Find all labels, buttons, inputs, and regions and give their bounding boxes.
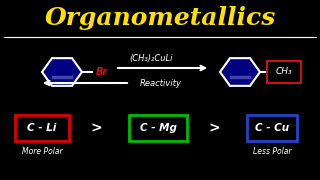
Text: Less Polar: Less Polar [253, 147, 291, 156]
Text: (CH₃)₂CuLi: (CH₃)₂CuLi [129, 53, 173, 62]
Text: >: > [90, 121, 102, 135]
Polygon shape [42, 58, 82, 86]
Text: C - Mg: C - Mg [140, 123, 176, 133]
Polygon shape [220, 58, 260, 86]
FancyBboxPatch shape [247, 115, 297, 141]
Text: Reactivity: Reactivity [140, 78, 182, 87]
FancyBboxPatch shape [15, 115, 69, 141]
Text: Organometallics: Organometallics [44, 6, 276, 30]
FancyBboxPatch shape [267, 61, 301, 83]
Text: CH₃: CH₃ [276, 68, 292, 76]
Text: >: > [208, 121, 220, 135]
Text: C - Cu: C - Cu [255, 123, 289, 133]
Text: C - Li: C - Li [28, 123, 57, 133]
Text: Br: Br [96, 67, 108, 77]
Text: More Polar: More Polar [22, 147, 62, 156]
FancyBboxPatch shape [129, 115, 187, 141]
